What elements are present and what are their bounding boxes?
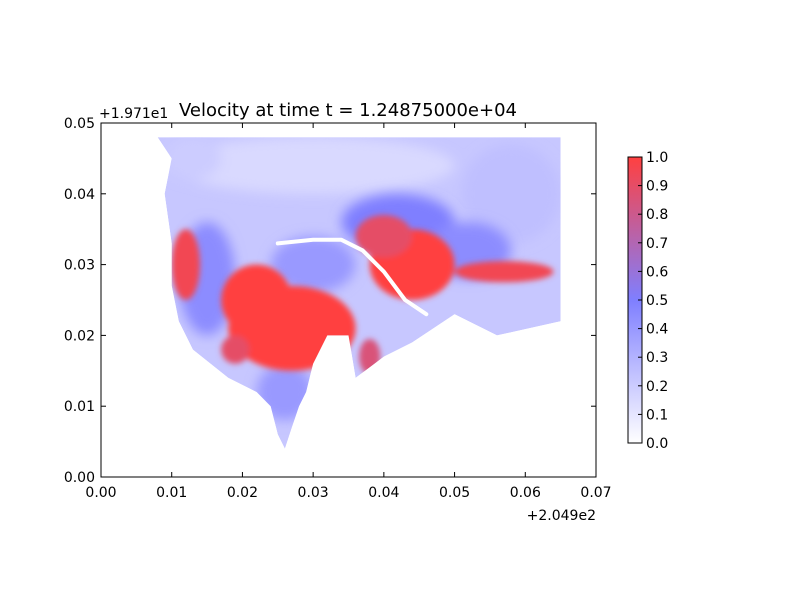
high-velocity-region-4	[355, 215, 413, 258]
colorbar-ticks: 0.0 0.1 0.2 0.3 0.4 0.5 0.6 0.7 0.8 0.9 1.0	[638, 150, 668, 452]
low-velocity-region-0	[171, 137, 455, 194]
y-offset-label: +1.971e1	[99, 106, 168, 122]
colorbar: 0.0 0.1 0.2 0.3 0.4 0.5 0.6 0.7 0.8 0.9 1.0	[627, 150, 668, 452]
y-tick-label: 0.05	[64, 116, 95, 132]
colorbar-tick-label: 0.4	[646, 322, 668, 338]
velocity-field	[157, 137, 561, 449]
x-tick-label: 0.07	[580, 485, 611, 501]
plot-frame	[100, 122, 597, 478]
y-tick-label: 0.00	[64, 470, 95, 486]
x-tick-label: 0.05	[439, 485, 470, 501]
low-velocity-region-2	[164, 137, 222, 180]
x-axis: 0.00 0.01 0.02 0.03 0.04 0.05 0.06 0.07	[85, 123, 612, 501]
y-tick-label: 0.04	[64, 187, 95, 203]
colorbar-tick-label: 0.1	[646, 407, 668, 423]
high-velocity-region-1	[221, 264, 292, 336]
colorbar-tick-label: 0.6	[646, 264, 668, 280]
high-velocity-region-7	[221, 335, 250, 364]
colorbar-tick-label: 0.0	[646, 436, 668, 452]
y-tick-label: 0.01	[64, 399, 95, 415]
x-tick-label: 0.03	[298, 485, 329, 501]
high-velocity-region-5	[454, 261, 554, 283]
x-tick-label: 0.04	[368, 485, 399, 501]
low-velocity-region-group	[164, 137, 561, 244]
low-velocity-region-1	[461, 144, 561, 244]
x-tick-label: 0.06	[510, 485, 541, 501]
colorbar-tick-label: 0.2	[646, 379, 668, 395]
x-tick-label: 0.00	[85, 485, 116, 501]
colorbar-tick-label: 0.9	[646, 179, 668, 195]
high-velocity-region-2	[171, 229, 201, 300]
high-velocity-region-group	[171, 215, 554, 375]
colorbar-tick-label: 0.5	[646, 293, 668, 309]
x-tick-label: 0.01	[156, 485, 187, 501]
colorbar-tick-label: 0.7	[646, 236, 668, 252]
colorbar-tick-label: 1.0	[646, 150, 668, 166]
domain-base	[157, 137, 561, 449]
colorbar-tick-label: 0.8	[646, 207, 668, 223]
plot-area: 0.00 0.01 0.02 0.03 0.04 0.05 0.06 0.07 0.000.0…	[64, 106, 612, 524]
y-tick-label: 0.03	[64, 258, 95, 274]
x-offset-label: +2.049e2	[527, 508, 596, 524]
x-tick-label: 0.02	[227, 485, 258, 501]
y-tick-label: 0.02	[64, 328, 95, 344]
channel-line	[275, 237, 429, 317]
chart-title: Velocity at time t = 1.24875000e+04	[179, 100, 517, 121]
medium-velocity-region-1	[270, 236, 356, 293]
colorbar-tick-label: 0.3	[646, 350, 668, 366]
y-axis: 0.00 0.01 0.02 0.03 0.04 0.05	[64, 116, 596, 486]
